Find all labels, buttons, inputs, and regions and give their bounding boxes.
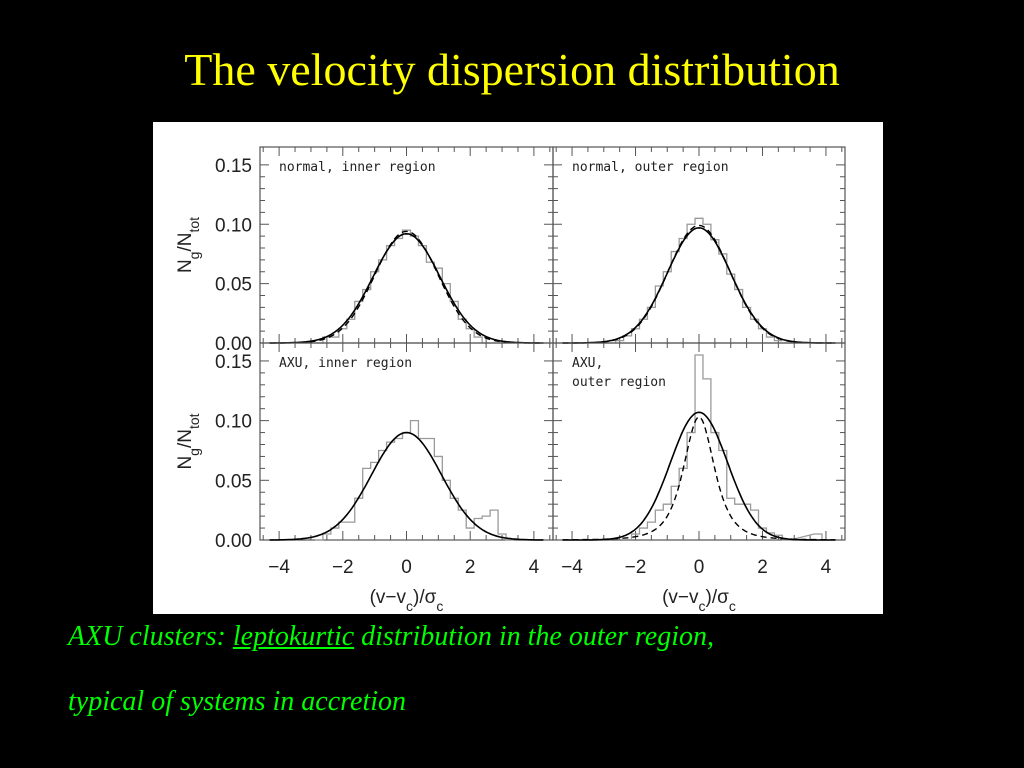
x-tick-label: 4 bbox=[821, 557, 832, 578]
slide-title: The velocity dispersion distribution bbox=[184, 44, 840, 95]
y-tick-label: 0.10 bbox=[215, 215, 252, 236]
panel-label-normal-inner: normal, inner region bbox=[279, 160, 436, 175]
gaussian-fit-axu-outer bbox=[562, 411, 836, 541]
x-tick-label: 0 bbox=[694, 557, 705, 578]
chart-figure: normal, inner region normal, outer region… bbox=[153, 122, 883, 614]
dashed-fit-normal-inner bbox=[269, 230, 544, 344]
y-tick-label: 0.05 bbox=[215, 471, 252, 492]
panel-frame-axu-outer bbox=[552, 342, 846, 541]
histogram-normal-outer bbox=[615, 217, 783, 343]
histogram-axu-outer bbox=[630, 354, 830, 541]
histogram-axu-inner bbox=[314, 419, 514, 541]
panel-label-axu-outer: AXU, bbox=[572, 356, 603, 371]
panel-label-axu-inner: AXU, inner region bbox=[279, 356, 412, 371]
y-tick-label: 0.10 bbox=[215, 412, 252, 433]
x-tick-label: 2 bbox=[757, 557, 768, 578]
y-axis-label: Ng/Ntot bbox=[175, 217, 202, 273]
x-tick-label: 0 bbox=[401, 557, 412, 578]
x-axis-label: (v−vc)/σc bbox=[370, 587, 444, 614]
y-tick-label: 0.00 bbox=[215, 531, 252, 552]
y-tick-label: 0.05 bbox=[215, 275, 252, 296]
x-tick-label: −4 bbox=[268, 557, 290, 578]
y-axis-label: Ng/Ntot bbox=[175, 413, 202, 469]
gaussian-fit-normal-inner bbox=[269, 232, 544, 344]
y-tick-label: 0.00 bbox=[215, 334, 252, 355]
x-axis-label: (v−vc)/σc bbox=[662, 587, 736, 614]
chart-svg: normal, inner region normal, outer region… bbox=[175, 146, 846, 614]
x-tick-label: −4 bbox=[561, 557, 583, 578]
panel-frame-normal-inner bbox=[259, 146, 554, 344]
x-tick-label: −2 bbox=[332, 557, 354, 578]
x-tick-label: −2 bbox=[625, 557, 647, 578]
histogram-normal-inner bbox=[314, 229, 491, 344]
y-tick-label: 0.15 bbox=[215, 352, 252, 373]
gaussian-fit-normal-outer bbox=[562, 226, 836, 344]
panel-frame-axu-inner bbox=[259, 342, 554, 541]
caption-line-1: AXU clusters: leptokurtic distribution i… bbox=[68, 620, 968, 654]
x-tick-label: 2 bbox=[465, 557, 476, 578]
gaussian-fit-axu-inner bbox=[269, 431, 544, 541]
panel-label-axu-outer: outer region bbox=[572, 375, 666, 390]
panel-label-normal-outer: normal, outer region bbox=[572, 160, 729, 175]
panel-frame-normal-outer bbox=[552, 146, 846, 344]
caption-suffix: distribution in the outer region, bbox=[354, 621, 714, 652]
x-tick-label: 4 bbox=[529, 557, 540, 578]
dashed-fit-axu-outer bbox=[562, 416, 836, 541]
y-tick-label: 0.15 bbox=[215, 156, 252, 177]
caption-line-2: typical of systems in accretion bbox=[68, 686, 406, 717]
caption-underlined-term: leptokurtic bbox=[232, 621, 355, 652]
dashed-fit-normal-outer bbox=[562, 224, 836, 344]
caption-prefix: AXU clusters: bbox=[68, 621, 233, 652]
